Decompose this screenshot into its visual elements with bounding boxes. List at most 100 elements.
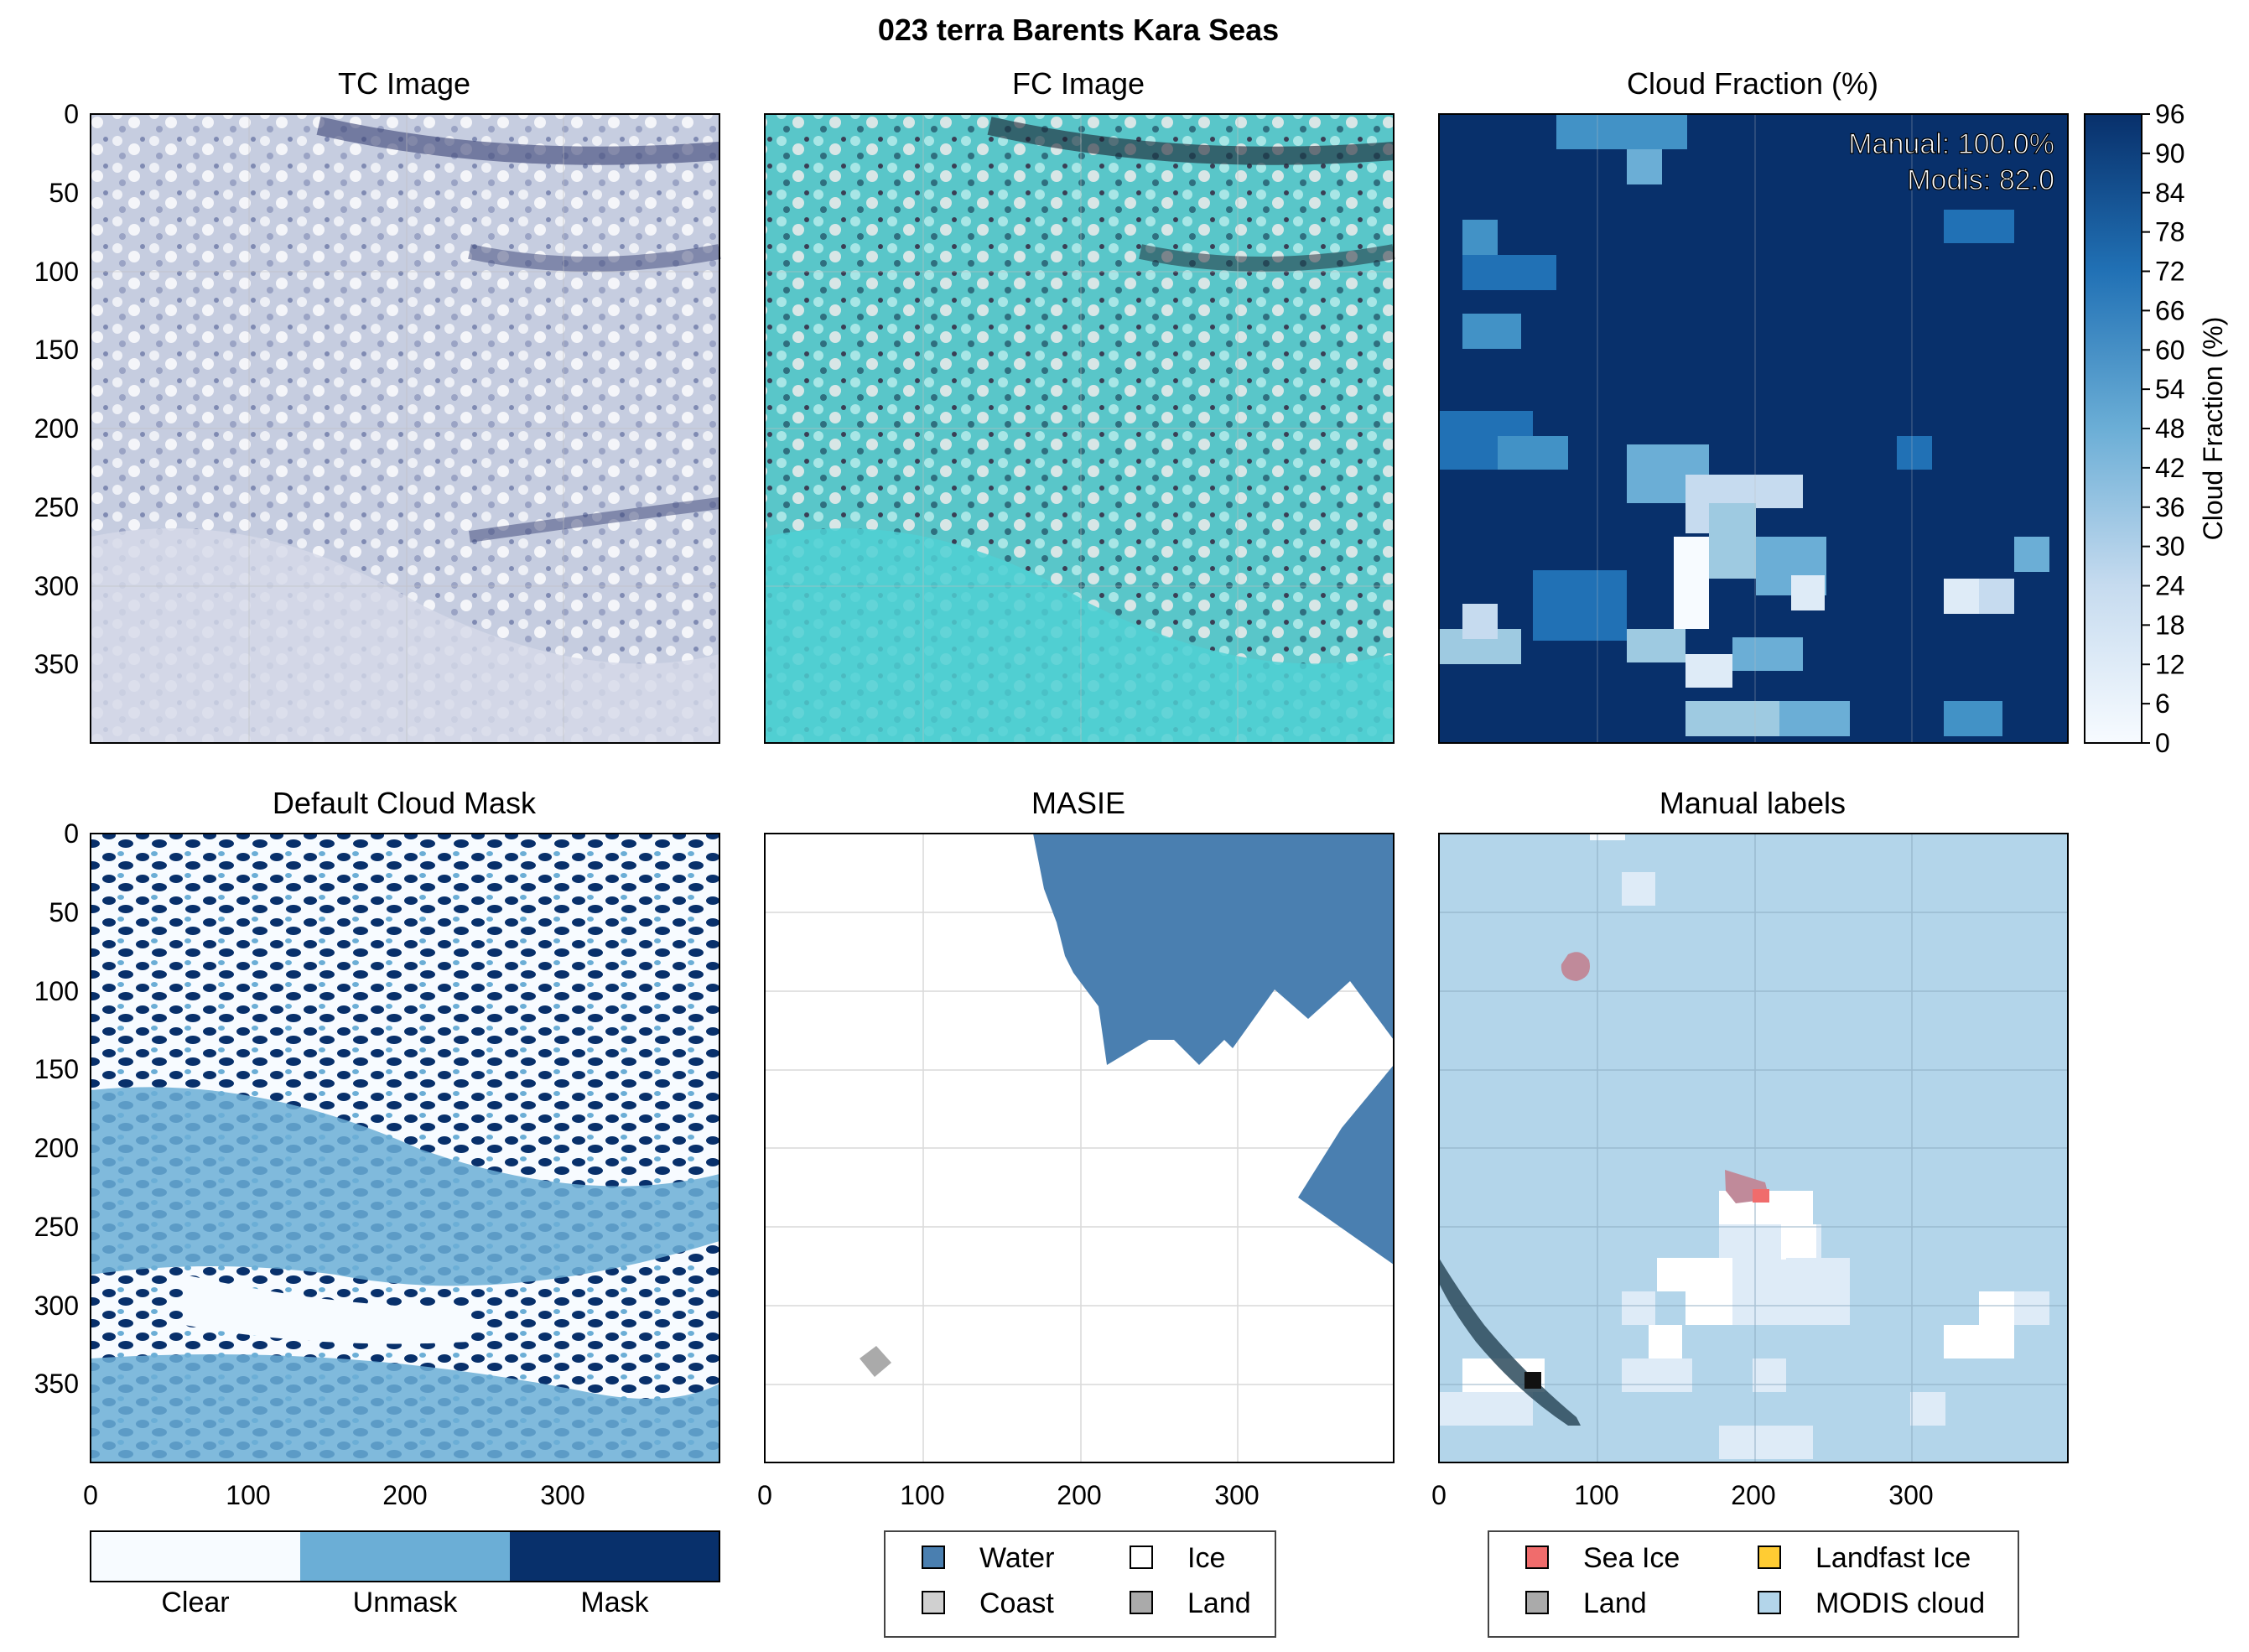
ytick-label: 100: [34, 257, 79, 287]
sea-ice-region: [1753, 1189, 1769, 1203]
manual-xticks: 0 100 200 300: [1431, 1480, 1934, 1510]
ytick-label: 0: [64, 818, 79, 849]
tc-yticks: 0 50 100 150 200 250 300 350: [34, 99, 79, 679]
colorbar-label: Cloud Fraction (%): [2198, 317, 2228, 541]
colorbar-tick-label: 90: [2155, 138, 2185, 169]
legend-label-sea-ice: Sea Ice: [1583, 1542, 1680, 1574]
category-swatch-mask: [510, 1531, 719, 1582]
legend-label-coast: Coast: [979, 1587, 1054, 1619]
legend-label-modis-cloud: MODIS cloud: [1815, 1587, 1985, 1619]
panel-title-cf: Cloud Fraction (%): [1627, 66, 1878, 101]
xtick-label: 200: [382, 1480, 427, 1510]
xtick-label: 0: [83, 1480, 98, 1510]
mask-yticks: 0 50 100 150 200 250 300 350: [34, 818, 79, 1399]
colorbar-tick-label: 24: [2155, 571, 2185, 601]
panel-title-mask: Default Cloud Mask: [273, 786, 537, 820]
legend-swatch-ice: [1130, 1546, 1153, 1569]
legend-label-land: Land: [1583, 1587, 1647, 1619]
mask-axes-frame: [90, 833, 720, 1463]
mask-xticks: 0 100 200 300: [83, 1480, 585, 1510]
colorbar-tick-label: 0: [2155, 728, 2170, 758]
panel-title-manual: Manual labels: [1659, 786, 1846, 820]
colorbar-tick-label: 12: [2155, 649, 2185, 679]
masie-legend: Water Ice Coast Land: [884, 1530, 1276, 1638]
category-swatch-clear: [91, 1531, 300, 1582]
ytick-label: 300: [34, 1291, 79, 1321]
category-swatch-unmask: [300, 1531, 510, 1582]
ytick-label: 50: [49, 178, 79, 208]
xtick-label: 300: [1888, 1480, 1933, 1510]
colorbar-tick-label: 66: [2155, 295, 2185, 325]
masie-water-region: [1033, 834, 1394, 1065]
cf-axes-frame: [1438, 113, 2069, 744]
ytick-label: 150: [34, 1054, 79, 1084]
legend-label-water: Water: [979, 1542, 1054, 1574]
manual-legend: Sea Ice Landfast Ice Land MODIS cloud: [1488, 1530, 2019, 1638]
annotation-modis: Modis: 82.0: [1907, 164, 2054, 196]
colorbar-tick-label: 78: [2155, 217, 2185, 247]
category-label: Mask: [580, 1587, 649, 1618]
colorbar-tick-label: 42: [2155, 453, 2185, 483]
legend-label-ice: Ice: [1187, 1542, 1225, 1574]
xtick-label: 200: [1057, 1480, 1101, 1510]
tc-axes-frame: [90, 113, 720, 744]
xtick-label: 200: [1731, 1480, 1775, 1510]
colorbar-tick-label: 54: [2155, 374, 2185, 404]
masie-axes-frame: [764, 833, 1395, 1463]
ytick-label: 350: [34, 649, 79, 679]
legend-label-landfast-ice: Landfast Ice: [1815, 1542, 1971, 1574]
land-region: [1439, 1258, 1581, 1426]
ytick-label: 100: [34, 976, 79, 1006]
mask-category-bar: Clear Unmask Mask: [90, 1530, 720, 1618]
legend-swatch-land: [1525, 1591, 1549, 1614]
colorbar-tick-label: 18: [2155, 610, 2185, 640]
panel-title-masie: MASIE: [1031, 786, 1125, 820]
ytick-label: 200: [34, 413, 79, 444]
tc-grid: [91, 114, 719, 743]
xtick-label: 100: [1574, 1480, 1618, 1510]
masie-land-region: [860, 1346, 891, 1377]
xtick-label: 0: [757, 1480, 772, 1510]
ytick-label: 0: [64, 99, 79, 129]
legend-swatch-modis-cloud: [1758, 1591, 1781, 1614]
land-region: [1524, 1372, 1541, 1389]
cf-heatmap: [1439, 114, 2068, 743]
masie-water-region: [1298, 1065, 1394, 1265]
colorbar-tick-label: 84: [2155, 178, 2185, 208]
annotation-manual: Manual: 100.0%: [1848, 128, 2054, 160]
fc-axes-frame: [764, 113, 1395, 744]
colorbar-tick-label: 60: [2155, 335, 2185, 365]
xtick-label: 100: [900, 1480, 944, 1510]
panel-title-fc: FC Image: [1012, 66, 1145, 101]
ytick-label: 250: [34, 492, 79, 522]
ytick-label: 150: [34, 335, 79, 365]
figure-title: 023 terra Barents Kara Seas: [878, 13, 1279, 47]
xtick-label: 300: [540, 1480, 584, 1510]
manual-grid: [1439, 834, 2068, 1462]
ytick-label: 250: [34, 1212, 79, 1242]
colorbar-tick-label: 36: [2155, 492, 2185, 522]
manual-axes-frame: [1438, 833, 2069, 1463]
legend-swatch-sea-ice: [1525, 1546, 1549, 1569]
colorbar-tick-label: 48: [2155, 413, 2185, 444]
cf-annotations: Manual: 100.0% Modis: 82.0: [1848, 127, 2055, 196]
cf-colorbar: 0 6 12 18 24 30 36 42 48 54 60 66 72 78 84 90 96 Cloud F…: [2084, 99, 2228, 758]
colorbar-tick-label: 30: [2155, 532, 2185, 562]
masie-xticks: 0 100 200 300: [757, 1480, 1260, 1510]
legend-swatch-landfast-ice: [1758, 1546, 1781, 1569]
colorbar-tick-label: 72: [2155, 257, 2185, 287]
xtick-label: 300: [1214, 1480, 1259, 1510]
legend-label-land: Land: [1187, 1587, 1251, 1619]
ytick-label: 50: [49, 897, 79, 927]
colorbar-tick-label: 6: [2155, 688, 2170, 719]
xtick-label: 0: [1431, 1480, 1447, 1510]
colorbar-tick-label: 96: [2155, 99, 2185, 129]
category-label: Clear: [161, 1587, 229, 1618]
xtick-label: 100: [226, 1480, 270, 1510]
category-label: Unmask: [353, 1587, 459, 1618]
legend-swatch-coast: [922, 1591, 945, 1614]
ytick-label: 300: [34, 571, 79, 601]
sea-ice-region: [1561, 952, 1590, 981]
legend-swatch-water: [922, 1546, 945, 1569]
